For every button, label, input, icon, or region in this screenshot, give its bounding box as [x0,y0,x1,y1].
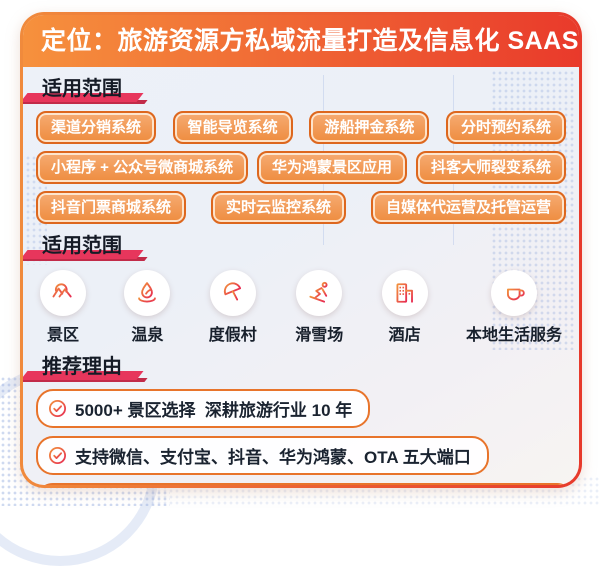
system-pill: 抖音门票商城系统 [36,191,187,224]
card-content: 适用范围 渠道分销系统 智能导览系统 游船押金系统 分时预约系统 小程序 + 公… [23,67,579,485]
venue-label: 酒店 [388,327,421,344]
system-pill-row-1: 渠道分销系统 智能导览系统 游船押金系统 分时预约系统 [36,111,566,144]
venue-item-scenic-area: 景区 [40,270,86,345]
venue-label: 景区 [46,327,79,344]
system-pill: 实时云监控系统 [210,191,346,224]
section-heading-text: 适用范围 [42,78,122,100]
venue-item-hot-spring: 温泉 [124,270,171,345]
local-life-icon [490,270,537,316]
ski-field-icon [296,270,343,316]
venue-label: 温泉 [131,327,164,344]
resort-icon [209,270,256,316]
positioning-banner: 定位：旅游资源方私域流量打造及信息化 SAAS 平台 [23,15,579,67]
venue-item-local-life: 本地生活服务 [466,270,562,345]
reason-item-3: 国家高新技术企业 、中关村高新技术企业、北股交挂牌上市企业 [36,483,574,485]
system-pill: 抖客大师裂变系统 [415,151,566,184]
venue-item-hotel: 酒店 [381,270,428,345]
positioning-banner-title: 定位：旅游资源方私域流量打造及信息化 SAAS 平台 [41,27,579,55]
system-pill: 渠道分销系统 [36,111,157,144]
system-pill: 华为鸿蒙景区应用 [257,151,408,184]
system-pill: 自媒体代运营及托管运营 [370,191,566,224]
venue-label: 滑雪场 [295,327,344,344]
reason-text: 5000+ 景区选择 深耕旅游行业 10 年 [75,401,353,420]
section-heading-text: 适用范围 [42,235,122,257]
promo-card: 定位：旅游资源方私域流量打造及信息化 SAAS 平台 适用范围 渠道分销系统 智… [20,12,582,488]
promo-card-body: 定位：旅游资源方私域流量打造及信息化 SAAS 平台 适用范围 渠道分销系统 智… [23,15,579,485]
system-pill-row-3: 抖音门票商城系统 实时云监控系统 自媒体代运营及托管运营 [36,191,566,224]
system-pill: 分时预约系统 [445,111,566,144]
system-pill-row-2: 小程序 + 公众号微商城系统 华为鸿蒙景区应用 抖客大师裂变系统 [36,151,566,184]
scenic-area-icon [40,270,86,316]
venue-label: 本地生活服务 [465,327,562,344]
section-heading-venues: 适用范围 [38,234,134,260]
check-circle-icon [49,400,66,417]
hotel-icon [381,270,428,316]
reason-item-2: 支持微信、支付宝、抖音、华为鸿蒙、OTA 五大端口 [36,436,489,475]
system-pill: 小程序 + 公众号微商城系统 [36,151,249,184]
system-pill: 智能导览系统 [172,111,293,144]
reason-text: 支持微信、支付宝、抖音、华为鸿蒙、OTA 五大端口 [75,448,471,467]
venue-item-ski-field: 滑雪场 [295,270,343,345]
section-heading-reasons: 推荐理由 [38,355,134,381]
reason-item-1: 5000+ 景区选择 深耕旅游行业 10 年 [36,389,371,428]
venue-row: 景区 温泉 [36,268,566,345]
section-heading-systems: 适用范围 [38,77,134,103]
section-heading-text: 推荐理由 [42,356,122,378]
system-pill: 游船押金系统 [309,111,430,144]
venue-label: 度假村 [208,327,257,344]
hot-spring-icon [124,270,171,316]
venue-item-resort: 度假村 [209,270,257,345]
check-circle-icon [49,447,66,464]
